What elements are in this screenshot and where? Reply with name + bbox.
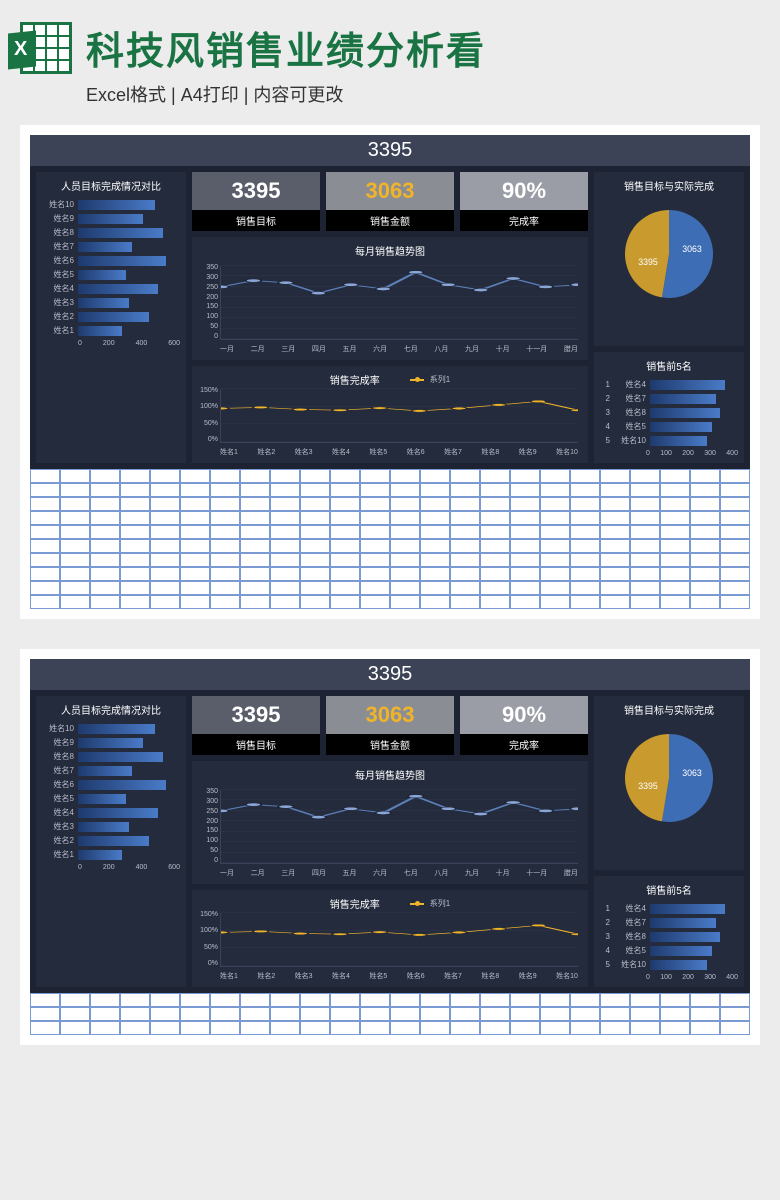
top5-panel: 销售前5名 1姓名42姓名73姓名84姓名55姓名10 010020030040… [594,352,744,463]
top5-row: 1姓名4 [600,903,738,914]
dashboard-title: 3395 [30,135,750,166]
kpi-card: 3063销售金额 [326,696,454,755]
monthly-trend-chart: 每月销售趋势图 050100150200250300350 一月二月三月四月五月… [192,761,588,884]
kpi-row: 3395销售目标3063销售金额90%完成率 [192,172,588,231]
top5-panel: 销售前5名 1姓名42姓名73姓名84姓名55姓名10 010020030040… [594,876,744,987]
top5-row: 3姓名8 [600,931,738,942]
page-subtitle: Excel格式 | A4打印 | 内容可更改 [86,81,760,107]
page-header: 科技风销售业绩分析看 [20,20,760,75]
person-target-panel: 人员目标完成情况对比 姓名10姓名9姓名8姓名7姓名6姓名5姓名4姓名3姓名2姓… [36,696,186,987]
dashboard: 3395 人员目标完成情况对比 姓名10姓名9姓名8姓名7姓名6姓名5姓名4姓名… [30,135,750,469]
top5-row: 1姓名4 [600,379,738,390]
hbar-row: 姓名1 [42,325,180,336]
hbar-row: 姓名9 [42,213,180,224]
top5-row: 2姓名7 [600,917,738,928]
svg-text:3395: 3395 [638,781,658,791]
kpi-row: 3395销售目标3063销售金额90%完成率 [192,696,588,755]
svg-text:3063: 3063 [682,768,702,778]
hbar-row: 姓名3 [42,297,180,308]
top5-row: 3姓名8 [600,407,738,418]
page-title: 科技风销售业绩分析看 [86,20,486,75]
dashboard-title: 3395 [30,659,750,690]
template-preview-2: 3395 人员目标完成情况对比 姓名10姓名9姓名8姓名7姓名6姓名5姓名4姓名… [20,649,760,1045]
kpi-card: 90%完成率 [460,172,588,231]
top5-row: 2姓名7 [600,393,738,404]
top5-row: 5姓名10 [600,435,738,446]
completion-rate-chart: 销售完成率系列1 0%50%100%150% 姓名1姓名2姓名3姓名4姓名5姓名… [192,890,588,987]
svg-text:3395: 3395 [638,257,658,267]
hbar-row: 姓名6 [42,255,180,266]
monthly-trend-chart: 每月销售趋势图 050100150200250300350 一月二月三月四月五月… [192,237,588,360]
hbar-row: 姓名4 [42,283,180,294]
kpi-card: 3395销售目标 [192,696,320,755]
top5-row: 5姓名10 [600,959,738,970]
hbar-row: 姓名1 [42,849,180,860]
hbar-row: 姓名8 [42,227,180,238]
hbar-row: 姓名5 [42,269,180,280]
hbar-row: 姓名2 [42,835,180,846]
spreadsheet-grid [30,469,750,609]
pie-chart-panel: 销售目标与实际完成 33953063 [594,172,744,346]
spreadsheet-grid [30,993,750,1035]
kpi-card: 3063销售金额 [326,172,454,231]
hbar-row: 姓名6 [42,779,180,790]
kpi-card: 3395销售目标 [192,172,320,231]
svg-text:3063: 3063 [682,244,702,254]
hbar-row: 姓名4 [42,807,180,818]
hbar-row: 姓名7 [42,765,180,776]
pie-chart-panel: 销售目标与实际完成 33953063 [594,696,744,870]
dashboard: 3395 人员目标完成情况对比 姓名10姓名9姓名8姓名7姓名6姓名5姓名4姓名… [30,659,750,993]
hbar-row: 姓名9 [42,737,180,748]
completion-rate-chart: 销售完成率系列1 0%50%100%150% 姓名1姓名2姓名3姓名4姓名5姓名… [192,366,588,463]
hbar-row: 姓名10 [42,723,180,734]
excel-icon [20,22,72,74]
person-target-panel: 人员目标完成情况对比 姓名10姓名9姓名8姓名7姓名6姓名5姓名4姓名3姓名2姓… [36,172,186,463]
top5-row: 4姓名5 [600,421,738,432]
top5-row: 4姓名5 [600,945,738,956]
hbar-row: 姓名10 [42,199,180,210]
hbar-row: 姓名8 [42,751,180,762]
hbar-row: 姓名2 [42,311,180,322]
kpi-card: 90%完成率 [460,696,588,755]
template-preview-1: 3395 人员目标完成情况对比 姓名10姓名9姓名8姓名7姓名6姓名5姓名4姓名… [20,125,760,619]
hbar-row: 姓名5 [42,793,180,804]
hbar-row: 姓名7 [42,241,180,252]
hbar-row: 姓名3 [42,821,180,832]
